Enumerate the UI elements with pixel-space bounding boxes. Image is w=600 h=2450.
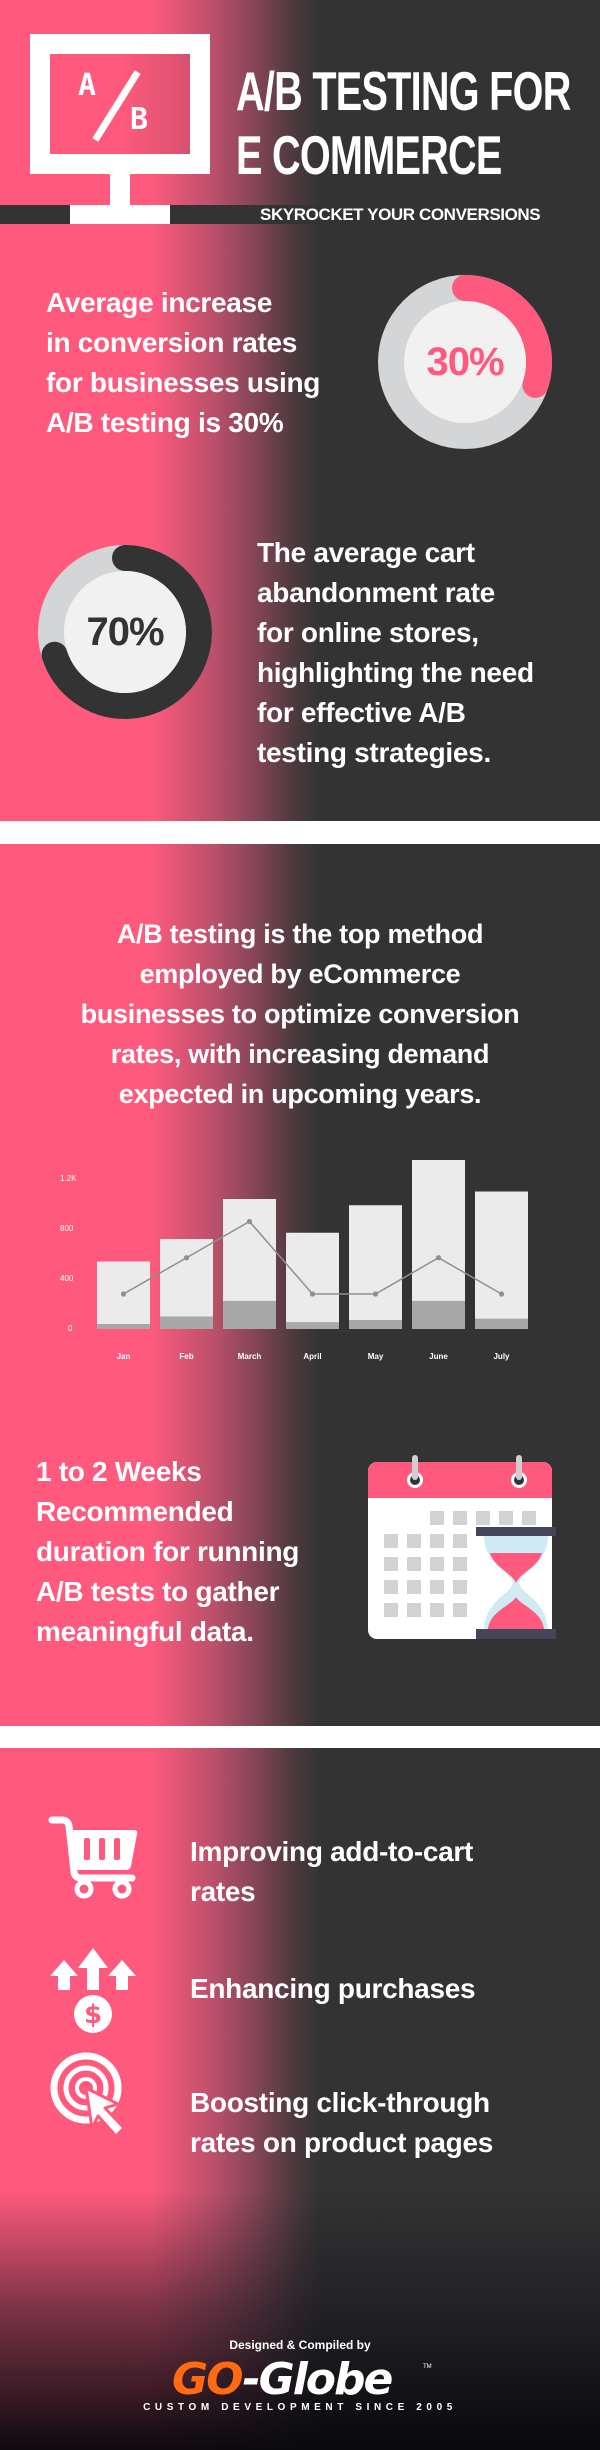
- method-line: businesses to optimize conversion: [80, 999, 520, 1029]
- ring-value: 30%: [404, 301, 526, 423]
- shopping-cart-icon: [48, 1816, 138, 1899]
- y-tick: 800: [60, 1224, 74, 1233]
- x-tick: Feb: [179, 1352, 194, 1361]
- stat2-text: The average cart abandonment rate for on…: [257, 533, 534, 773]
- y-tick: 1.2K: [60, 1174, 77, 1183]
- stat2-line: testing strategies.: [257, 737, 491, 768]
- trademark-mark: TM: [423, 2364, 432, 2370]
- benefit-line: Improving add-to-cart: [190, 1836, 474, 1867]
- y-tick: 400: [60, 1274, 74, 1283]
- method-text: A/B testing is the top method employed b…: [40, 914, 560, 1114]
- method-line: rates, with increasing demand: [110, 1039, 490, 1069]
- bar-base: [475, 1318, 528, 1329]
- bar: [160, 1239, 213, 1329]
- subtitle: SKYROCKET YOUR CONVERSIONS: [260, 205, 541, 224]
- progress-ring-30: 30%: [378, 275, 552, 449]
- target-click-icon: [50, 2052, 126, 2138]
- benefit-1-text: Improving add-to-cart rates: [190, 1832, 473, 1912]
- benefit-line: rates: [190, 1876, 256, 1907]
- method-line: employed by eCommerce: [139, 959, 461, 989]
- bar: [286, 1232, 339, 1329]
- trend-point: [498, 1291, 505, 1297]
- trend-point: [183, 1255, 190, 1261]
- stat2-line: abandonment rate: [257, 577, 495, 608]
- monitor-base: [70, 205, 170, 224]
- bar-line-chart: 1.2K 800 400 0 Jan Feb March April May J…: [60, 1160, 550, 1370]
- monitor-stand: [110, 172, 130, 206]
- ring-value: 70%: [64, 571, 186, 693]
- footer-background: [0, 2190, 600, 2450]
- title-line-1: A/B TESTING FOR: [236, 60, 571, 122]
- stat2-line: The average cart: [257, 537, 475, 568]
- section-divider: [0, 821, 600, 844]
- duration-line: meaningful data.: [36, 1616, 254, 1647]
- svg-text:$: $: [84, 2000, 102, 2030]
- icon-letter-b: B: [130, 102, 149, 137]
- duration-text: 1 to 2 Weeks Recommended duration for ru…: [36, 1452, 299, 1652]
- benefit-2-text: Enhancing purchases: [190, 1969, 476, 2009]
- method-line: expected in upcoming years.: [118, 1079, 482, 1109]
- trend-point: [120, 1291, 127, 1297]
- bar: [412, 1160, 465, 1329]
- trend-point: [246, 1218, 253, 1225]
- title-line-2: E COMMERCE: [236, 124, 502, 186]
- duration-line: 1 to 2 Weeks: [36, 1456, 202, 1487]
- method-line: A/B testing is the top method: [116, 919, 484, 949]
- benefit-line: Boosting click-through: [190, 2087, 490, 2118]
- bar-base: [160, 1316, 213, 1329]
- bar-base: [97, 1324, 150, 1329]
- benefit-3-text: Boosting click-through rates on product …: [190, 2083, 493, 2163]
- y-tick: 0: [68, 1324, 73, 1333]
- bar-base: [286, 1322, 339, 1329]
- bar: [475, 1191, 528, 1329]
- duration-line: Recommended: [36, 1496, 234, 1527]
- logo-globe: -Globe: [242, 2354, 393, 2405]
- stat2-line: for online stores,: [257, 617, 479, 648]
- x-tick: April: [303, 1352, 322, 1361]
- credit-label: Designed & Compiled by: [229, 2338, 371, 2352]
- stat1-line: in conversion rates: [46, 327, 298, 358]
- benefit-line: rates on product pages: [190, 2127, 494, 2158]
- go-globe-logo: GO-Globe: [172, 2358, 393, 2402]
- x-tick: June: [429, 1352, 448, 1361]
- hourglass: [476, 1527, 556, 1639]
- bar-base: [349, 1320, 402, 1329]
- bar: [349, 1205, 402, 1329]
- stat1-text: Average increase in conversion rates for…: [46, 283, 320, 443]
- logo-tagline: CUSTOM DEVELOPMENT SINCE 2005: [143, 2402, 457, 2413]
- x-tick: Jan: [116, 1352, 131, 1361]
- icon-letter-a: A: [78, 68, 97, 103]
- calendar-hourglass-icon: [368, 1455, 556, 1639]
- trend-point: [309, 1291, 316, 1297]
- stat1-line: Average increase: [46, 287, 273, 318]
- duration-line: A/B tests to gather: [36, 1576, 280, 1607]
- stat1-line: for businesses using: [46, 367, 321, 398]
- arrows-up-dollar-icon: $: [50, 1948, 136, 2033]
- chart-plot: [97, 1160, 528, 1329]
- logo-go: GO: [172, 2354, 244, 2405]
- stat1-line: A/B testing is 30%: [46, 407, 284, 438]
- bar-base: [412, 1300, 465, 1329]
- bar-base: [223, 1300, 276, 1329]
- trend-point: [372, 1291, 379, 1297]
- stat2-line: for effective A/B: [257, 697, 466, 728]
- progress-ring-70: 70%: [38, 545, 212, 719]
- section-divider: [0, 1726, 600, 1748]
- x-tick: July: [493, 1352, 510, 1361]
- duration-line: duration for running: [36, 1536, 300, 1567]
- stat2-line: highlighting the need: [257, 657, 534, 688]
- benefit-line: Enhancing purchases: [190, 1973, 476, 2004]
- x-tick: March: [237, 1352, 262, 1361]
- trend-point: [435, 1255, 442, 1261]
- x-tick: May: [367, 1352, 384, 1361]
